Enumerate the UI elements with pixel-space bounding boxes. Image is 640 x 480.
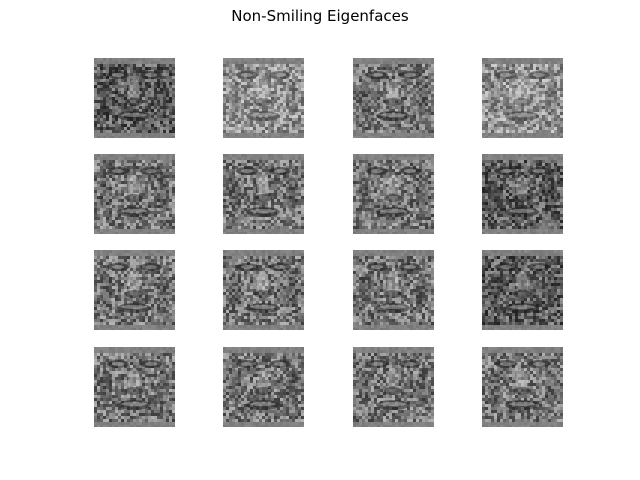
eigenface-image	[482, 58, 563, 138]
eigenface-image	[94, 154, 175, 234]
eigenface-image	[482, 250, 563, 330]
eigenface-image	[353, 347, 434, 427]
eigenface-image	[223, 347, 304, 427]
eigenface-image	[94, 58, 175, 138]
eigenface-image	[223, 250, 304, 330]
eigenface-image	[353, 154, 434, 234]
eigenface-image	[223, 58, 304, 138]
eigenface-image	[353, 58, 434, 138]
eigenface-image	[482, 347, 563, 427]
eigenface-image	[482, 154, 563, 234]
eigenface-image	[94, 347, 175, 427]
eigenface-image	[223, 154, 304, 234]
eigenface-image	[353, 250, 434, 330]
figure-title: Non-Smiling Eigenfaces	[231, 7, 409, 25]
eigenface-image	[94, 250, 175, 330]
